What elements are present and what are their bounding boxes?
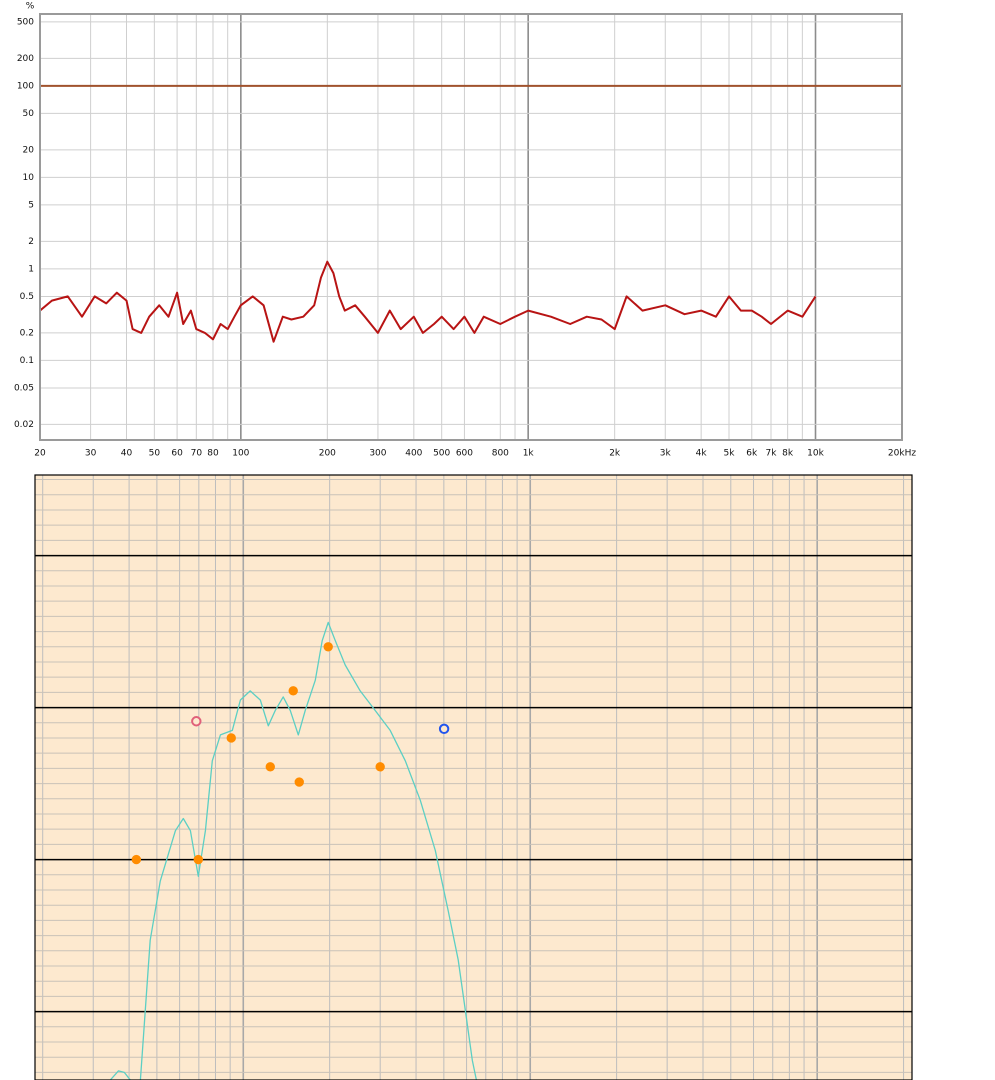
x-tick-label: 50 [149,449,161,459]
plot-area [40,14,902,440]
x-tick-label: 3k [660,449,672,459]
data-point [375,762,385,772]
plot-frame [39,13,903,441]
x-tick-label: 60 [171,449,183,459]
data-point [191,716,202,727]
y-tick-label: 0.05 [14,383,34,393]
series-line [109,621,478,1080]
plot-area [35,475,912,1080]
plot-layer [35,475,912,1080]
y-tick-label: 1 [28,264,34,274]
data-point [265,762,275,772]
x-tick-label: 4k [696,449,708,459]
y-tick-label: 5 [28,200,34,210]
data-point [131,854,142,865]
x-tick-label: 70 [191,449,203,459]
plot-layer [40,14,902,440]
x-tick-label: 100 [232,449,249,459]
x-tick-label: 5k [724,449,736,459]
y-tick-label: 0.02 [14,420,34,430]
y-axis-label: % [26,2,35,12]
data-point [323,642,333,652]
data-point [288,686,298,696]
x-tick-label: 10k [807,449,824,459]
y-tick-label: 2 [28,237,34,247]
data-point [294,777,304,787]
y-tick-label: 100 [17,81,34,91]
data-point [438,723,450,735]
series-line [40,260,817,343]
plot-frame [34,474,913,1080]
x-tick-label: 200 [319,449,336,459]
data-point [193,854,203,865]
x-tick-label: 40 [121,449,133,459]
x-tick-label: 7k [766,449,778,459]
x-tick-label: 6k [746,449,758,459]
x-tick-label: 20kHz [888,449,916,459]
x-tick-label: 80 [207,449,219,459]
x-tick-label: 300 [369,449,386,459]
y-tick-label: 0.5 [20,292,34,302]
x-tick-label: 600 [456,449,473,459]
y-tick-label: 500 [17,17,34,27]
x-tick-label: 500 [433,449,450,459]
x-tick-label: 1k [523,449,535,459]
x-tick-label: 30 [85,449,97,459]
x-tick-label: 2k [609,449,621,459]
y-tick-label: 10 [23,173,35,183]
x-tick-label: 20 [34,449,46,459]
y-tick-label: 200 [17,54,34,64]
y-tick-label: 20 [23,145,35,155]
x-tick-label: 8k [782,449,794,459]
y-tick-label: 0.1 [20,356,34,366]
x-tick-label: 800 [492,449,509,459]
data-point [226,733,236,743]
x-tick-label: 400 [405,449,422,459]
y-tick-label: 50 [23,109,35,119]
y-tick-label: 0.2 [20,328,34,338]
